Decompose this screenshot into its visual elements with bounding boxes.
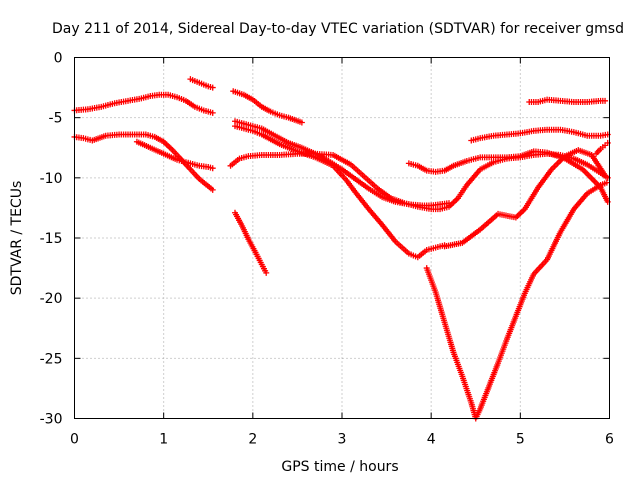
series-arc-4: [187, 76, 216, 91]
y-tick-label: -15: [40, 231, 63, 247]
y-tick-label: -30: [40, 412, 63, 428]
data-point: [263, 269, 270, 276]
x-tick-label: 5: [516, 432, 525, 448]
y-tick-label: -25: [40, 351, 63, 367]
data-point: [209, 186, 216, 193]
plot-area: [71, 76, 611, 422]
data-point: [209, 165, 216, 172]
y-axis-label: SDTVAR / TECUs: [9, 181, 25, 296]
series-arc-13: [526, 96, 609, 106]
series-arc-3: [133, 138, 216, 172]
y-tick-label: 0: [54, 51, 63, 67]
plot-frame: [74, 57, 610, 419]
series-arc-11: [405, 148, 611, 205]
series-arc-2: [71, 131, 216, 193]
x-tick-label: 6: [605, 432, 614, 448]
y-tick-label: -20: [40, 291, 63, 307]
data-point: [602, 97, 609, 104]
y-tick-label: -5: [49, 111, 63, 127]
data-point: [298, 119, 305, 126]
series-arc-15: [593, 139, 611, 157]
data-point: [209, 84, 216, 91]
x-tick-label: 3: [338, 432, 347, 448]
data-point: [603, 179, 610, 186]
x-axis-label: GPS time / hours: [281, 459, 398, 475]
chart-title: Day 211 of 2014, Sidereal Day-to-day VTE…: [52, 21, 624, 37]
x-tick-label: 0: [70, 432, 79, 448]
x-tick-label: 4: [427, 432, 436, 448]
data-point: [209, 109, 216, 116]
y-tick-label: -10: [40, 171, 63, 187]
series-arc-12: [468, 126, 611, 144]
series-arc-1: [71, 91, 216, 116]
series-arc-5: [230, 88, 305, 126]
series-arc-14: [423, 179, 610, 422]
x-tick-label: 2: [248, 432, 257, 448]
x-tick-label: 1: [159, 432, 168, 448]
series-arc-6: [232, 209, 270, 276]
grid: [74, 57, 610, 419]
